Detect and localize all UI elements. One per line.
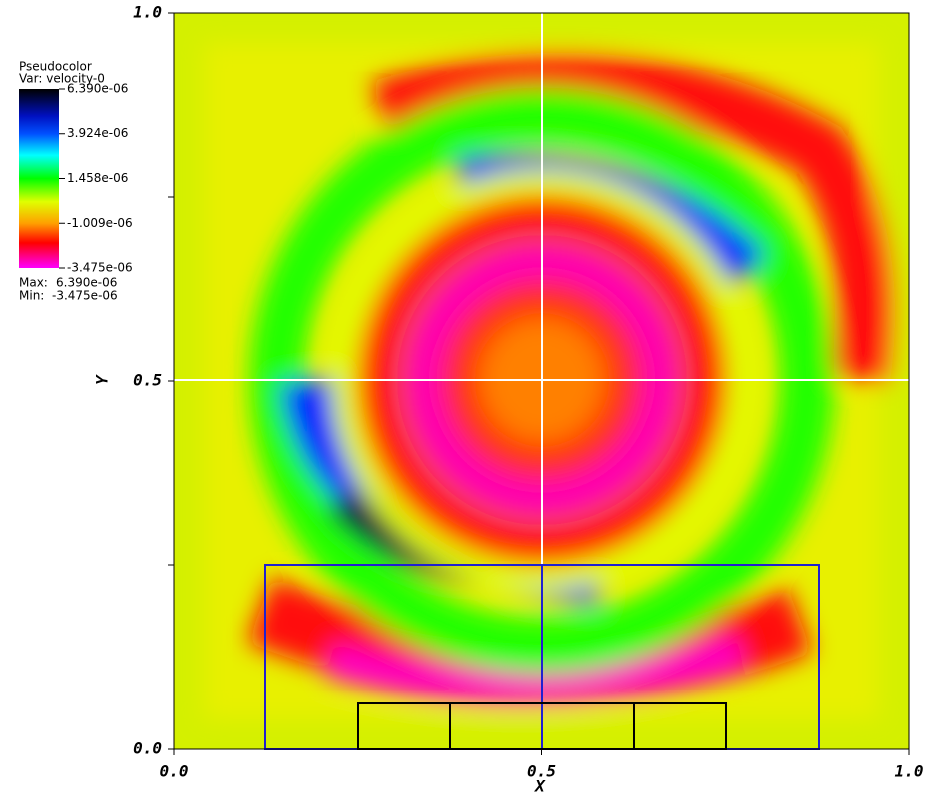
- min-value: -3.475e-06: [52, 289, 118, 303]
- x-tick-label: 0.0: [160, 762, 189, 781]
- colorbar-tick-label: 6.390e-06: [67, 82, 128, 96]
- y-tick-label: 0.5: [133, 371, 162, 390]
- legend-title: Pseudocolor: [19, 60, 92, 74]
- y-axis-label: Y: [93, 374, 112, 385]
- colorbar-tick-label: 1.458e-06: [67, 171, 128, 185]
- max-value: 6.390e-06: [56, 276, 117, 290]
- x-tick-label: 0.5: [527, 762, 556, 781]
- y-tick-label: 1.0: [133, 3, 162, 22]
- x-axis-label: X: [533, 777, 546, 796]
- max-label: Max:: [19, 276, 48, 290]
- colorbar-tick-label: 3.924e-06: [67, 126, 128, 140]
- colorbar-tick-label: -1.009e-06: [67, 216, 133, 230]
- min-label: Min:: [19, 289, 44, 303]
- colorbar: [19, 89, 59, 268]
- colorbar-tick-label: -3.475e-06: [67, 261, 133, 275]
- y-tick-label: 0.0: [133, 739, 162, 758]
- legend-variable: Var: velocity-0: [19, 72, 105, 86]
- x-tick-label: 1.0: [895, 762, 924, 781]
